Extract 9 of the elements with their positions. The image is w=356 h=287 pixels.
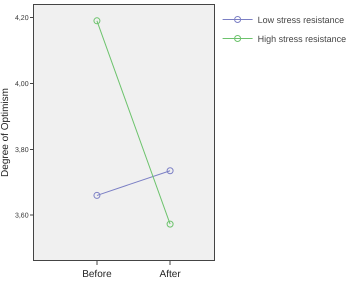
legend-label: High stress resistance	[258, 34, 346, 44]
point	[93, 17, 100, 24]
x-tick-label: Before	[82, 269, 112, 280]
y-axis-title: Degree of Optimism	[0, 88, 11, 177]
x-tick-label: After	[160, 269, 182, 280]
legend-label: Low stress resistance	[258, 15, 344, 26]
point	[166, 167, 174, 174]
point	[93, 192, 100, 199]
point	[166, 220, 174, 228]
